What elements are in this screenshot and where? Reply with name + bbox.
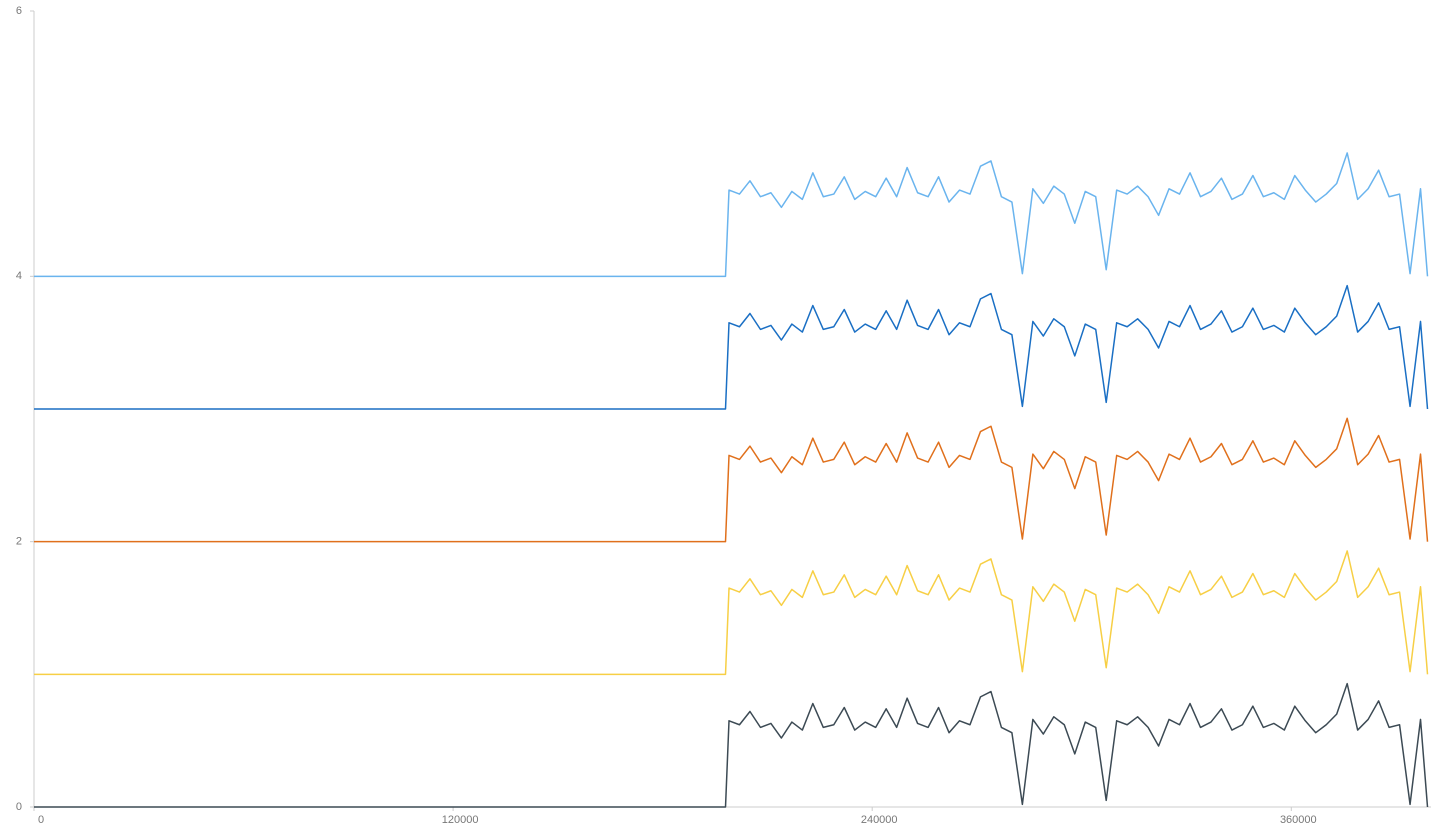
y-tick-label: 4 [16,270,22,282]
x-tick-label: 0 [38,814,44,826]
x-tick-label: 120000 [442,814,479,826]
series-line [34,417,1429,543]
y-tick-label: 6 [16,5,22,17]
series-line [34,284,1429,410]
series-line [34,682,1429,808]
x-tick-label: 360000 [1280,814,1317,826]
y-tick-label: 0 [16,801,22,813]
series-line [34,550,1429,676]
y-tick-label: 2 [16,536,22,548]
x-tick-label: 240000 [861,814,898,826]
series-line [34,152,1429,278]
